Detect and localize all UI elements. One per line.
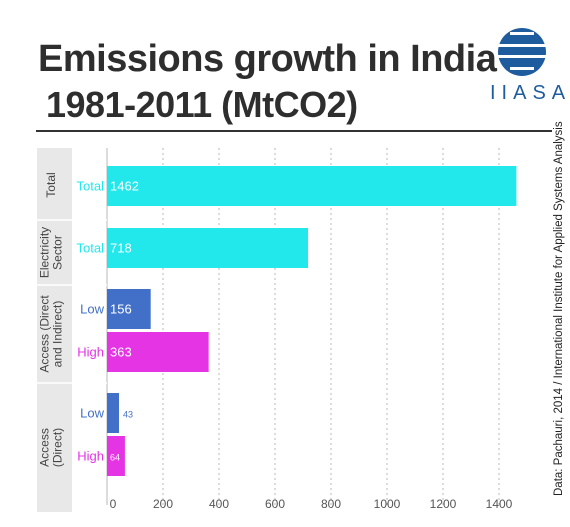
bar-category-label: High <box>77 449 104 464</box>
group-label: Total <box>44 172 58 197</box>
x-tick-label: 1400 <box>486 497 513 511</box>
x-tick-label: 600 <box>265 497 285 511</box>
bar-low <box>107 289 151 329</box>
x-tick-label: 1200 <box>430 497 457 511</box>
bar-category-label: Total <box>77 241 105 256</box>
bar-category-label: High <box>77 345 104 360</box>
chart-title-line2: 1981-2011 (MtCO2) <box>46 84 358 125</box>
bar-high <box>107 436 125 476</box>
source-note: Data: Pachauri, 2014 / International Ins… <box>553 121 565 496</box>
x-tick-label: 200 <box>153 497 173 511</box>
bar-total <box>107 166 517 206</box>
group-label: Access (Direct <box>38 295 52 373</box>
bar-value-label: 1462 <box>110 179 139 194</box>
title-divider <box>36 130 552 132</box>
x-tick-label: 800 <box>321 497 341 511</box>
group-label: (Direct) <box>51 428 65 467</box>
x-tick-label: 0 <box>110 497 117 511</box>
bar-category-label: Total <box>77 179 105 194</box>
category-band <box>37 148 72 512</box>
bar-value-label: 43 <box>123 410 133 420</box>
iiasa-globe-icon <box>498 28 546 76</box>
bar-chart: Total Electricity Sector Access (Direct and … <box>37 148 517 512</box>
group-label: Electricity <box>38 227 52 278</box>
bar-value-label: 363 <box>110 345 132 360</box>
chart-title-line1: Emissions growth in India <box>38 38 497 80</box>
bar-value-label: 718 <box>110 241 132 256</box>
bar-category-label: Low <box>80 406 104 421</box>
group-label: Sector <box>51 235 65 270</box>
bar-total <box>107 228 309 268</box>
bar-high <box>107 332 209 372</box>
bar-value-label: 64 <box>110 453 120 463</box>
bar-low <box>107 393 120 433</box>
bar-value-label: 156 <box>110 302 132 317</box>
group-label: and Indirect) <box>51 301 65 368</box>
x-tick-label: 1000 <box>374 497 401 511</box>
group-label: Access <box>38 428 52 467</box>
bar-category-label: Low <box>80 302 104 317</box>
iiasa-logo-text: IIASA <box>490 82 570 104</box>
x-tick-label: 400 <box>209 497 229 511</box>
